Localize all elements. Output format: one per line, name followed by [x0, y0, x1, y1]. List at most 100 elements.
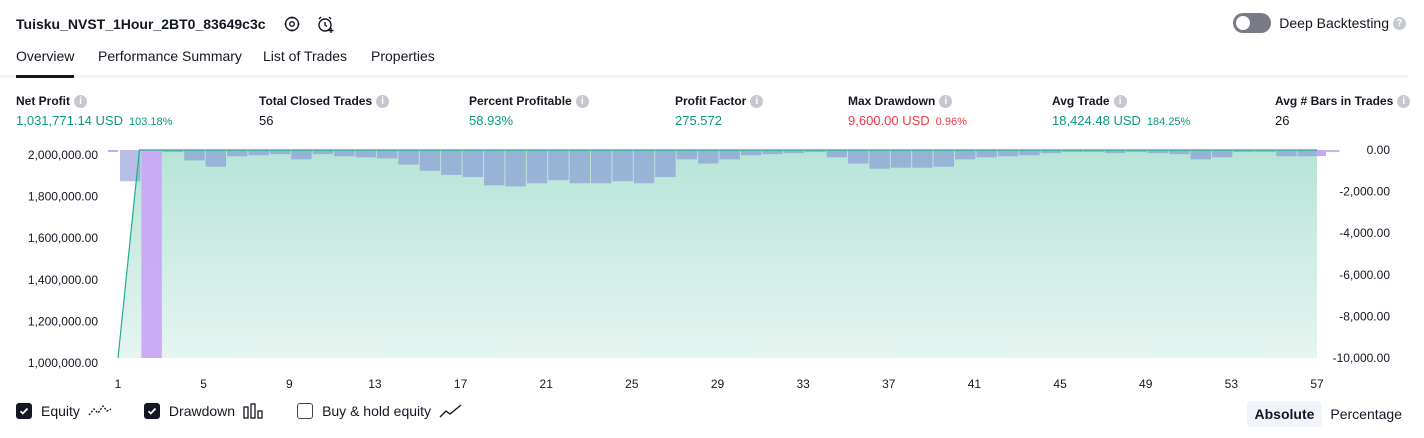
legend-equity-label: Equity	[41, 403, 80, 419]
gear-icon[interactable]	[282, 14, 302, 34]
x-axis-tick: 33	[796, 377, 810, 391]
drawdown-bar	[120, 150, 141, 182]
deep-backtesting-label: Deep Backtesting	[1279, 15, 1389, 31]
drawdown-bar	[1040, 150, 1062, 154]
metric-label-text: Avg # Bars in Trades	[1275, 94, 1394, 108]
drawdown-bar	[1211, 150, 1233, 158]
info-icon[interactable]: i	[939, 94, 953, 108]
left-axis-tick: 1,800,000.00	[28, 190, 98, 204]
metric-sub: 0.96%	[935, 116, 967, 128]
legend-drawdown-label: Drawdown	[168, 403, 236, 419]
x-axis-tick: 17	[454, 377, 468, 391]
tab-performance-summary[interactable]: Performance Summary	[98, 48, 242, 64]
drawdown-bars-icon	[243, 403, 265, 419]
question-icon[interactable]: ?	[1393, 16, 1406, 30]
right-axis-tick: 0.00	[1367, 143, 1391, 157]
metric-value-text: 1,031,771.14 USD	[16, 113, 123, 128]
metric-label-text: Percent Profitable	[469, 94, 572, 108]
metric-value: 56	[259, 113, 389, 128]
drawdown-bar	[355, 150, 376, 158]
drawdown-bar	[997, 150, 1019, 157]
drawdown-bar	[505, 150, 526, 187]
drawdown-bar	[227, 150, 248, 157]
drawdown-bar	[869, 150, 890, 169]
x-axis-tick: 41	[968, 377, 982, 391]
tab-list-of-trades[interactable]: List of Trades	[263, 48, 348, 64]
metric-label: Percent Profitable i	[469, 94, 589, 108]
tab-bar: Overview Performance Summary List of Tra…	[0, 44, 1408, 78]
drawdown-bar	[633, 150, 655, 184]
info-icon[interactable]: i	[1113, 94, 1127, 108]
legend-buy-hold[interactable]: Buy & hold equity	[297, 403, 463, 419]
x-axis-tick: 37	[882, 377, 896, 391]
strategy-title: Tuisku_NVST_1Hour_2BT0_83649c3c	[16, 16, 266, 32]
deep-backtesting-toggle[interactable]	[1233, 13, 1272, 33]
mode-percentage[interactable]: Percentage	[1330, 406, 1402, 422]
checkbox-unchecked-icon[interactable]	[297, 403, 314, 419]
metric-value-text: 26	[1275, 113, 1290, 128]
checkbox-checked-icon[interactable]	[143, 403, 160, 419]
drawdown-bar	[376, 150, 398, 159]
metric-max-drawdown: Max Drawdown i 9,600.00 USD 0.96%	[848, 94, 967, 128]
metric-value: 26	[1275, 113, 1410, 128]
drawdown-bar	[1254, 150, 1276, 153]
drawdown-bar	[591, 150, 612, 184]
info-icon[interactable]: i	[1397, 94, 1411, 108]
tab-properties[interactable]: Properties	[371, 48, 435, 64]
drawdown-bar	[912, 150, 933, 168]
chart-legend: Equity Drawdown Buy & hold equity	[16, 403, 495, 419]
x-axis-tick: 45	[1053, 377, 1067, 391]
info-icon[interactable]: i	[376, 94, 390, 108]
metric-label-text: Profit Factor	[675, 94, 747, 108]
x-axis-tick: 9	[286, 377, 293, 391]
metric-profit-factor: Profit Factor i 275.572	[675, 94, 764, 128]
metric-sub: 184.25%	[1146, 116, 1191, 128]
equity-drawdown-chart[interactable]: 2,000,000.00 1,800,000.00 1,600,000.00 1,40…	[0, 140, 1424, 400]
drawdown-bar	[162, 150, 184, 153]
drawdown-bar	[291, 150, 312, 160]
legend-equity[interactable]: Equity	[16, 403, 112, 419]
metric-avg-bars: Avg # Bars in Trades i 26	[1275, 94, 1411, 128]
legend-buy-hold-label: Buy & hold equity	[322, 403, 432, 419]
mode-absolute[interactable]: Absolute	[1246, 401, 1323, 427]
metric-label-text: Total Closed Trades	[259, 94, 373, 108]
tab-overview[interactable]: Overview	[16, 48, 75, 78]
metric-value: 275.572	[675, 113, 763, 128]
deep-backtesting: Deep Backtesting ?	[1233, 13, 1406, 33]
info-icon[interactable]: i	[750, 94, 764, 108]
metric-label: Max Drawdown i	[848, 94, 967, 108]
buy-hold-line-icon	[439, 403, 463, 419]
x-axis-tick: 49	[1139, 377, 1153, 391]
drawdown-bar	[847, 150, 869, 164]
left-axis-tick: 2,000,000.00	[28, 148, 98, 162]
drawdown-bar	[740, 150, 762, 156]
metric-label-text: Net Profit	[16, 94, 70, 108]
equity-line-icon	[88, 403, 112, 419]
drawdown-bar	[955, 150, 976, 160]
checkbox-checked-icon[interactable]	[16, 403, 32, 419]
drawdown-bar	[462, 150, 483, 178]
legend-drawdown[interactable]: Drawdown	[143, 403, 265, 419]
x-axis-tick: 21	[540, 377, 554, 391]
drawdown-bar	[1104, 150, 1126, 154]
drawdown-bar	[805, 150, 826, 153]
drawdown-bar	[1233, 150, 1254, 153]
x-axis-tick: 29	[711, 377, 725, 391]
drawdown-bar	[419, 150, 441, 171]
drawdown-bar	[141, 150, 162, 358]
drawdown-bar	[248, 150, 269, 156]
drawdown-bar	[676, 150, 698, 160]
alarm-clock-icon[interactable]	[316, 14, 336, 34]
drawdown-bar	[184, 150, 205, 161]
equity-area	[118, 150, 1317, 358]
drawdown-bar	[269, 150, 291, 155]
info-icon[interactable]: i	[74, 94, 87, 108]
metric-label-text: Avg Trade	[1052, 94, 1110, 108]
metric-value: 9,600.00 USD 0.96%	[848, 113, 967, 128]
drawdown-bar	[762, 150, 783, 155]
drawdown-bar	[719, 150, 740, 160]
info-icon[interactable]: i	[575, 94, 589, 108]
metric-net-profit: Net Profit i 1,031,771.14 USD 103.18%	[16, 94, 172, 128]
drawdown-bar	[698, 150, 719, 164]
drawdown-bar	[548, 150, 569, 181]
